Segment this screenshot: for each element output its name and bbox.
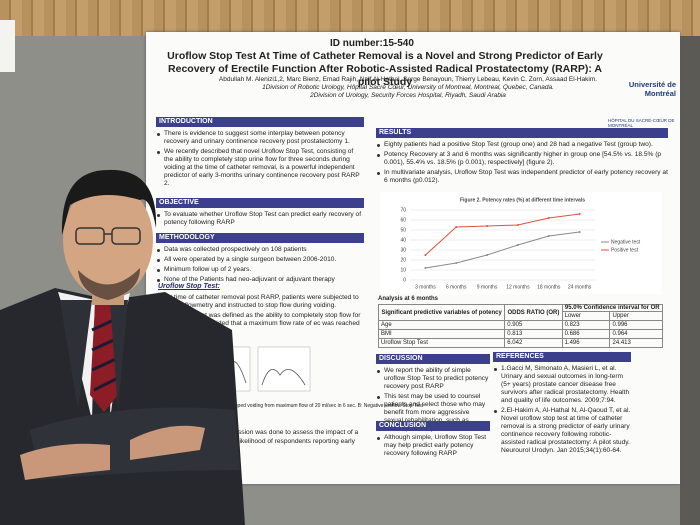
y-tick-label: 70 xyxy=(400,207,406,213)
point xyxy=(547,235,550,237)
point xyxy=(578,213,581,215)
point xyxy=(578,231,581,233)
y-tick-label: 60 xyxy=(400,217,406,223)
table: Significant predictive variables of pote… xyxy=(377,304,664,348)
section-heading: DISCUSSION xyxy=(376,354,490,364)
figure: Figure 2. Potency rates (%) at different… xyxy=(380,192,662,294)
section: INTRODUCTION There is evidence to suggest… xyxy=(156,117,364,190)
section-item: We recently described that novel Uroflow… xyxy=(156,148,364,188)
id-number: ID number:15-540 xyxy=(330,38,414,49)
point xyxy=(424,267,427,269)
fig1-caption: opped voiding from maximum flow of 20 ml… xyxy=(232,403,424,409)
x-tick-label: 18 months xyxy=(537,284,561,290)
section-item: There is evidence to suggest some interp… xyxy=(156,130,364,146)
section: RESULTS Eighty patients had a positive St… xyxy=(376,128,668,187)
y-tick-label: 20 xyxy=(400,257,406,263)
section-item: Potency Recovery at 3 and 6 months was s… xyxy=(376,151,668,167)
y-tick-label: 50 xyxy=(400,227,406,233)
cell: 1.496 xyxy=(561,338,611,348)
line xyxy=(425,213,580,256)
point xyxy=(455,226,458,228)
text-fragment: likelihood of respondents reporting earl… xyxy=(238,438,355,445)
section-item: Minimum follow up of 2 years. xyxy=(156,266,364,274)
section-item: 1.Gacci M, Simonato A, Masieri L, et al.… xyxy=(493,365,631,405)
point xyxy=(516,224,519,226)
logo: Université de Montréal xyxy=(628,80,676,98)
section-heading: OBJECTIVE xyxy=(156,198,364,208)
section-item: To evaluate whether Uroflow Stop Test ca… xyxy=(156,211,364,227)
point xyxy=(455,262,458,264)
poster-title: Uroflow Stop Test At Time of Catheter Re… xyxy=(167,50,603,88)
section-heading: REFERENCES xyxy=(493,352,631,362)
logo-hospital: HÔPITAL DU SACRÉ-CŒUR DE MONTRÉAL xyxy=(608,118,675,128)
section-heading: METHODOLOGY xyxy=(156,233,364,243)
section-heading: Uroflow Stop Test: xyxy=(158,283,220,290)
authors: Abdullah M. Alenizi1,2, Marc Bienz, Emad… xyxy=(218,76,598,83)
point xyxy=(486,254,489,256)
x-tick-label: 3 months xyxy=(415,284,436,290)
point xyxy=(486,225,489,227)
section-item: In multivariate analysis, Uroflow Stop T… xyxy=(376,169,668,185)
section-item: We report the ability of simple uroflow … xyxy=(376,367,490,391)
section-heading: INTRODUCTION xyxy=(156,117,364,127)
y-tick-label: 10 xyxy=(400,267,406,273)
section: OBJECTIVE To evaluate whether Uroflow Sto… xyxy=(156,198,364,229)
cell: 6.042 xyxy=(504,338,563,348)
x-tick-label: 6 months xyxy=(446,284,467,290)
section-item: Eighty patients had a positive Stop Test… xyxy=(376,141,668,149)
cell: 24.413 xyxy=(609,338,663,348)
affiliation: 2Division of Urology, Security Forces Ho… xyxy=(310,92,506,99)
section-item: 2.El-Hakim A, Al-Hathal N, Al-Qaoud T, e… xyxy=(493,407,631,455)
table-caption: Analysis at 6 months xyxy=(378,296,439,302)
y-tick-label: 40 xyxy=(400,237,406,243)
wall xyxy=(680,36,700,525)
section: METHODOLOGY Data was collected prospectiv… xyxy=(156,233,364,286)
authors-block: Abdullah M. Alenizi1,2, Marc Bienz, Emad… xyxy=(208,76,608,100)
section: CONCLUSION Although simple, Uroflow Stop … xyxy=(376,421,490,460)
table-header: ODDS RATIO (OR) xyxy=(504,304,563,321)
affiliation: 1Division of Robotic Urology, Hôpital Sa… xyxy=(262,84,554,91)
line xyxy=(425,231,580,269)
point xyxy=(516,244,519,246)
legend-label: Negative test xyxy=(611,239,641,245)
section-heading: CONCLUSION xyxy=(376,421,490,431)
wood-wall xyxy=(0,0,700,36)
point xyxy=(424,254,427,256)
section-item: Data was collected prospectively on 108 … xyxy=(156,246,364,254)
figure-bg xyxy=(380,192,662,294)
paper-sheet xyxy=(0,20,15,72)
section-item: Although simple, Uroflow Stop Test may h… xyxy=(376,434,490,458)
x-tick-label: 12 months xyxy=(506,284,530,290)
section-heading: RESULTS xyxy=(376,128,668,138)
x-tick-label: 9 months xyxy=(477,284,498,290)
text-fragment: ssion was done to assess the impact of a xyxy=(238,429,359,436)
legend-label: Positive test xyxy=(611,247,639,253)
section-item: All were operated by a single surgeon be… xyxy=(156,256,364,264)
point xyxy=(547,217,550,219)
y-tick-label: 0 xyxy=(403,277,406,283)
x-tick-label: 24 months xyxy=(568,284,592,290)
section-item: None of the Patients had neo-adjuvant or… xyxy=(156,276,364,284)
section: REFERENCES 1.Gacci M, Simonato A, Masieri… xyxy=(493,352,631,457)
y-tick-label: 30 xyxy=(400,247,406,253)
figure-title: Figure 2. Potency rates (%) at different… xyxy=(460,197,585,203)
